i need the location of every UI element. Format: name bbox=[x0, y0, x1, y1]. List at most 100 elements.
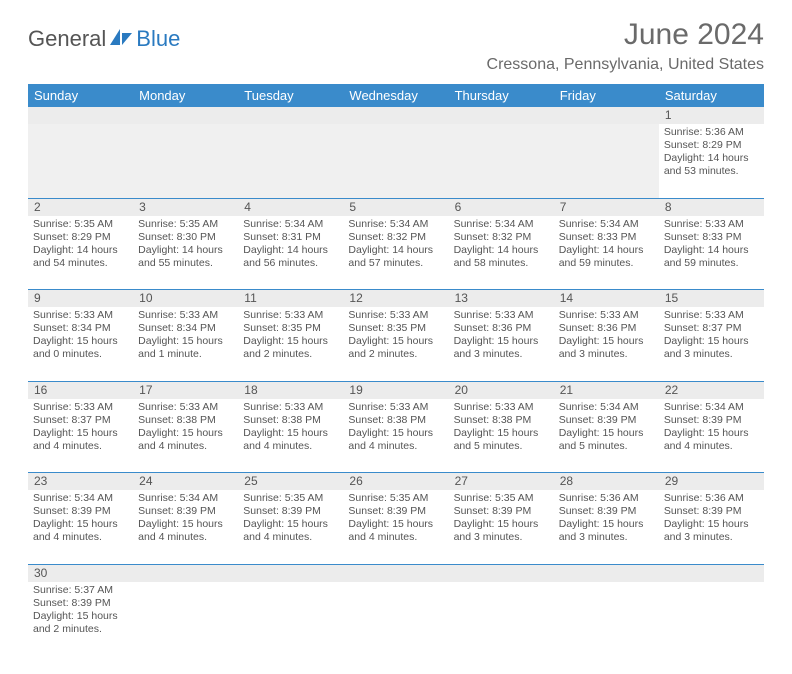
empty-cell bbox=[449, 582, 554, 656]
day-number: 14 bbox=[554, 290, 659, 308]
daylight-line-1: Daylight: 15 hours bbox=[348, 427, 443, 440]
daylight-line-1: Daylight: 15 hours bbox=[559, 518, 654, 531]
daylight-line-1: Daylight: 15 hours bbox=[348, 518, 443, 531]
page-header: General Blue June 2024 Cressona, Pennsyl… bbox=[28, 18, 764, 74]
sunset-line: Sunset: 8:39 PM bbox=[33, 597, 128, 610]
week-row: Sunrise: 5:36 AMSunset: 8:29 PMDaylight:… bbox=[28, 124, 764, 198]
sunrise-line: Sunrise: 5:34 AM bbox=[454, 218, 549, 231]
day-cell: Sunrise: 5:34 AMSunset: 8:39 PMDaylight:… bbox=[133, 490, 238, 564]
sunset-line: Sunset: 8:32 PM bbox=[348, 231, 443, 244]
daylight-line-2: and 5 minutes. bbox=[559, 440, 654, 453]
daylight-line-1: Daylight: 15 hours bbox=[664, 335, 759, 348]
sunrise-line: Sunrise: 5:33 AM bbox=[664, 218, 759, 231]
sunset-line: Sunset: 8:36 PM bbox=[454, 322, 549, 335]
calendar-body: 1Sunrise: 5:36 AMSunset: 8:29 PMDaylight… bbox=[28, 107, 764, 656]
sunrise-line: Sunrise: 5:36 AM bbox=[559, 492, 654, 505]
day-number: 12 bbox=[343, 290, 448, 308]
sunrise-line: Sunrise: 5:33 AM bbox=[243, 401, 338, 414]
sunrise-line: Sunrise: 5:34 AM bbox=[559, 401, 654, 414]
daylight-line-1: Daylight: 14 hours bbox=[454, 244, 549, 257]
day-number-blank bbox=[238, 564, 343, 582]
daylight-line-2: and 4 minutes. bbox=[664, 440, 759, 453]
day-cell: Sunrise: 5:33 AMSunset: 8:34 PMDaylight:… bbox=[133, 307, 238, 381]
day-number-blank bbox=[449, 564, 554, 582]
day-number: 2 bbox=[28, 198, 133, 216]
daylight-line-2: and 2 minutes. bbox=[348, 348, 443, 361]
empty-cell bbox=[554, 582, 659, 656]
daylight-line-2: and 58 minutes. bbox=[454, 257, 549, 270]
day-number: 29 bbox=[659, 473, 764, 491]
week-row: Sunrise: 5:34 AMSunset: 8:39 PMDaylight:… bbox=[28, 490, 764, 564]
daylight-line-2: and 4 minutes. bbox=[33, 531, 128, 544]
brand-text-1: General bbox=[28, 26, 106, 52]
daynum-row: 16171819202122 bbox=[28, 381, 764, 399]
weekday-header: Wednesday bbox=[343, 84, 448, 107]
empty-cell bbox=[343, 124, 448, 198]
daylight-line-2: and 56 minutes. bbox=[243, 257, 338, 270]
weekday-header: Sunday bbox=[28, 84, 133, 107]
day-cell: Sunrise: 5:33 AMSunset: 8:33 PMDaylight:… bbox=[659, 216, 764, 290]
daylight-line-2: and 3 minutes. bbox=[454, 531, 549, 544]
daylight-line-1: Daylight: 15 hours bbox=[348, 335, 443, 348]
empty-cell bbox=[659, 582, 764, 656]
daylight-line-1: Daylight: 14 hours bbox=[33, 244, 128, 257]
sunset-line: Sunset: 8:35 PM bbox=[243, 322, 338, 335]
sunset-line: Sunset: 8:33 PM bbox=[664, 231, 759, 244]
day-number: 20 bbox=[449, 381, 554, 399]
sunset-line: Sunset: 8:38 PM bbox=[138, 414, 233, 427]
day-cell: Sunrise: 5:33 AMSunset: 8:38 PMDaylight:… bbox=[449, 399, 554, 473]
day-number: 23 bbox=[28, 473, 133, 491]
day-number: 8 bbox=[659, 198, 764, 216]
sunrise-line: Sunrise: 5:33 AM bbox=[243, 309, 338, 322]
daylight-line-2: and 4 minutes. bbox=[348, 440, 443, 453]
sunset-line: Sunset: 8:39 PM bbox=[559, 414, 654, 427]
day-cell: Sunrise: 5:33 AMSunset: 8:38 PMDaylight:… bbox=[238, 399, 343, 473]
sunrise-line: Sunrise: 5:36 AM bbox=[664, 492, 759, 505]
sunset-line: Sunset: 8:39 PM bbox=[664, 414, 759, 427]
daylight-line-1: Daylight: 15 hours bbox=[243, 427, 338, 440]
empty-cell bbox=[133, 124, 238, 198]
weekday-header: Monday bbox=[133, 84, 238, 107]
sunrise-line: Sunrise: 5:34 AM bbox=[348, 218, 443, 231]
sunset-line: Sunset: 8:34 PM bbox=[138, 322, 233, 335]
day-cell: Sunrise: 5:34 AMSunset: 8:39 PMDaylight:… bbox=[554, 399, 659, 473]
daylight-line-1: Daylight: 14 hours bbox=[138, 244, 233, 257]
daylight-line-2: and 4 minutes. bbox=[243, 440, 338, 453]
day-cell: Sunrise: 5:36 AMSunset: 8:39 PMDaylight:… bbox=[554, 490, 659, 564]
daylight-line-2: and 4 minutes. bbox=[138, 440, 233, 453]
daylight-line-2: and 2 minutes. bbox=[33, 623, 128, 636]
daylight-line-1: Daylight: 15 hours bbox=[664, 427, 759, 440]
daylight-line-2: and 3 minutes. bbox=[664, 348, 759, 361]
sunset-line: Sunset: 8:33 PM bbox=[559, 231, 654, 244]
day-number: 18 bbox=[238, 381, 343, 399]
sunrise-line: Sunrise: 5:34 AM bbox=[243, 218, 338, 231]
day-cell: Sunrise: 5:35 AMSunset: 8:30 PMDaylight:… bbox=[133, 216, 238, 290]
sunset-line: Sunset: 8:39 PM bbox=[33, 505, 128, 518]
sunrise-line: Sunrise: 5:37 AM bbox=[33, 584, 128, 597]
sunrise-line: Sunrise: 5:33 AM bbox=[33, 401, 128, 414]
daylight-line-1: Daylight: 15 hours bbox=[243, 518, 338, 531]
daylight-line-2: and 3 minutes. bbox=[559, 348, 654, 361]
daylight-line-2: and 57 minutes. bbox=[348, 257, 443, 270]
daylight-line-2: and 4 minutes. bbox=[138, 531, 233, 544]
day-number: 4 bbox=[238, 198, 343, 216]
day-number: 19 bbox=[343, 381, 448, 399]
day-number: 25 bbox=[238, 473, 343, 491]
week-row: Sunrise: 5:35 AMSunset: 8:29 PMDaylight:… bbox=[28, 216, 764, 290]
empty-cell bbox=[449, 124, 554, 198]
daynum-row: 23242526272829 bbox=[28, 473, 764, 491]
daynum-row: 9101112131415 bbox=[28, 290, 764, 308]
day-number-blank bbox=[554, 564, 659, 582]
week-row: Sunrise: 5:33 AMSunset: 8:37 PMDaylight:… bbox=[28, 399, 764, 473]
sunrise-line: Sunrise: 5:33 AM bbox=[664, 309, 759, 322]
sunrise-line: Sunrise: 5:33 AM bbox=[138, 401, 233, 414]
sunrise-line: Sunrise: 5:33 AM bbox=[33, 309, 128, 322]
daylight-line-1: Daylight: 15 hours bbox=[454, 518, 549, 531]
day-number: 21 bbox=[554, 381, 659, 399]
calendar-page: General Blue June 2024 Cressona, Pennsyl… bbox=[0, 0, 792, 674]
sunset-line: Sunset: 8:29 PM bbox=[664, 139, 759, 152]
day-cell: Sunrise: 5:35 AMSunset: 8:39 PMDaylight:… bbox=[343, 490, 448, 564]
daylight-line-1: Daylight: 15 hours bbox=[454, 335, 549, 348]
day-number-blank bbox=[554, 107, 659, 124]
sunrise-line: Sunrise: 5:33 AM bbox=[559, 309, 654, 322]
